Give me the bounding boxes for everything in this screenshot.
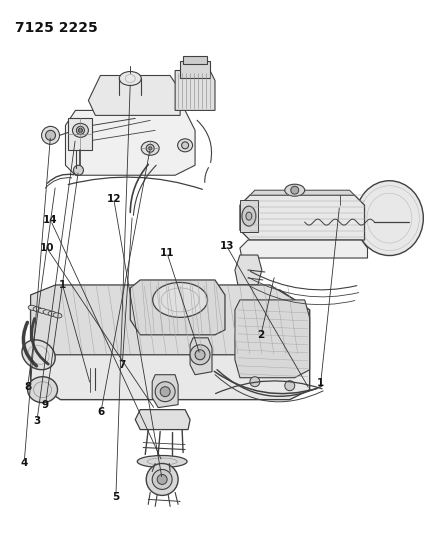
Bar — [183, 55, 207, 63]
Text: 9: 9 — [42, 400, 49, 410]
Ellipse shape — [43, 310, 52, 315]
Circle shape — [74, 165, 83, 175]
Circle shape — [42, 126, 59, 144]
Circle shape — [45, 131, 56, 140]
Ellipse shape — [78, 128, 83, 132]
Polygon shape — [152, 375, 178, 408]
Text: 7: 7 — [119, 360, 126, 370]
Circle shape — [285, 381, 295, 391]
Text: 2: 2 — [257, 329, 265, 340]
Bar — [180, 61, 210, 78]
Ellipse shape — [181, 142, 189, 149]
Ellipse shape — [28, 377, 57, 402]
Ellipse shape — [48, 311, 57, 317]
Polygon shape — [30, 290, 310, 400]
Text: 1: 1 — [317, 378, 324, 389]
Circle shape — [157, 474, 167, 484]
Polygon shape — [190, 338, 212, 375]
Polygon shape — [30, 285, 295, 355]
Polygon shape — [68, 118, 92, 150]
Polygon shape — [240, 200, 258, 232]
Polygon shape — [235, 255, 262, 285]
Ellipse shape — [38, 308, 47, 313]
Ellipse shape — [72, 123, 89, 138]
Ellipse shape — [137, 456, 187, 467]
Polygon shape — [135, 410, 190, 430]
Ellipse shape — [242, 206, 256, 226]
Text: 6: 6 — [97, 407, 104, 417]
Circle shape — [190, 345, 210, 365]
Text: 8: 8 — [24, 382, 31, 392]
Polygon shape — [65, 110, 195, 175]
Ellipse shape — [146, 144, 154, 152]
Ellipse shape — [356, 181, 423, 255]
Polygon shape — [240, 240, 368, 258]
Circle shape — [160, 386, 170, 397]
Circle shape — [250, 377, 260, 386]
Text: 14: 14 — [43, 215, 58, 225]
Text: 12: 12 — [107, 194, 121, 204]
Text: 5: 5 — [112, 491, 119, 502]
Ellipse shape — [119, 71, 141, 85]
Polygon shape — [89, 76, 180, 116]
Polygon shape — [240, 195, 365, 240]
Text: 1: 1 — [59, 280, 66, 290]
Polygon shape — [175, 70, 215, 110]
Ellipse shape — [28, 305, 37, 310]
Circle shape — [146, 464, 178, 495]
Text: 11: 11 — [160, 248, 174, 258]
Circle shape — [152, 470, 172, 489]
Circle shape — [291, 186, 299, 194]
Ellipse shape — [141, 141, 159, 155]
Ellipse shape — [33, 307, 42, 312]
Text: 13: 13 — [220, 241, 234, 251]
Polygon shape — [130, 280, 225, 335]
Ellipse shape — [149, 147, 152, 150]
Text: 3: 3 — [33, 416, 41, 426]
Ellipse shape — [285, 184, 305, 196]
Ellipse shape — [22, 340, 55, 370]
Text: 4: 4 — [21, 458, 28, 468]
Circle shape — [195, 350, 205, 360]
Ellipse shape — [178, 139, 193, 152]
Text: 7125 2225: 7125 2225 — [15, 21, 98, 35]
Ellipse shape — [53, 313, 62, 318]
Text: 10: 10 — [39, 243, 54, 253]
Polygon shape — [250, 190, 354, 195]
Ellipse shape — [77, 126, 84, 134]
Ellipse shape — [153, 282, 208, 317]
Polygon shape — [235, 300, 310, 378]
Circle shape — [155, 382, 175, 402]
Ellipse shape — [246, 212, 252, 220]
